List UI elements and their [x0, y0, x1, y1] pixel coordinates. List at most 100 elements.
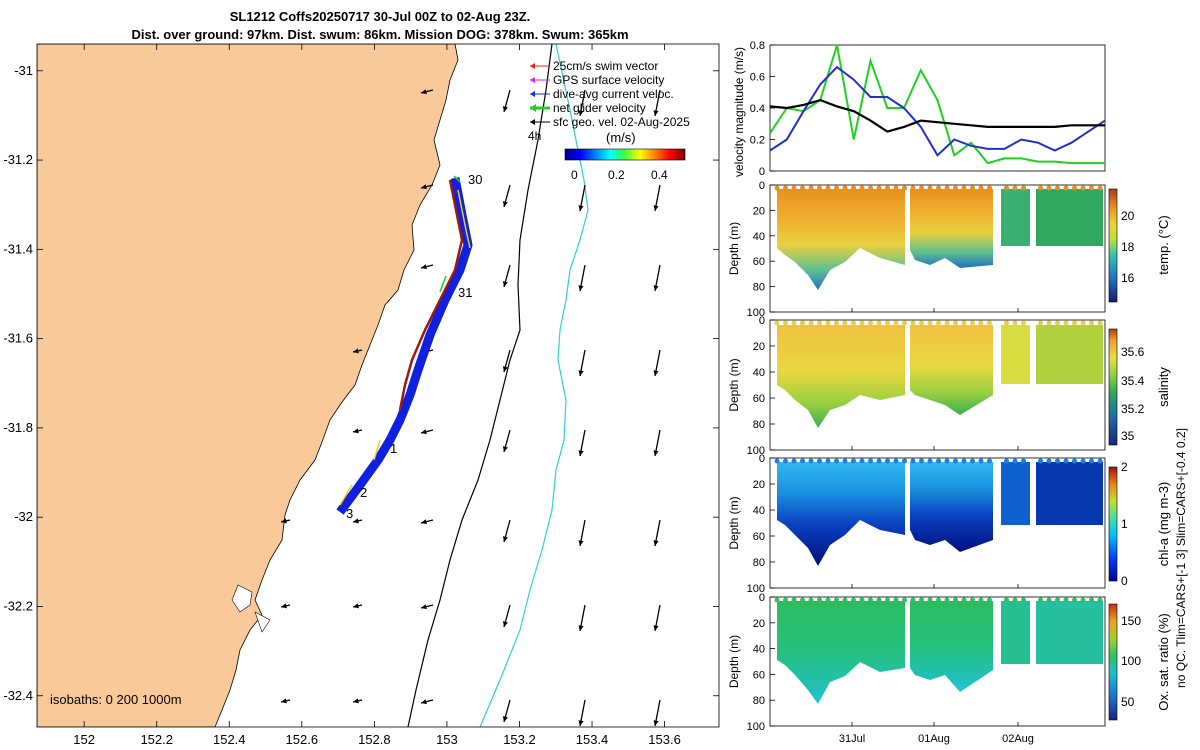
chl-field [910, 462, 993, 552]
section-salinity [769, 319, 1106, 451]
figure-title: SL1212 Coffs20250717 30-Jul 00Z to 02-Au… [0, 8, 760, 44]
depth-tick-label: 20 [753, 205, 765, 217]
legend-item-geo: sfc geo. vel. 02-Aug-2025 [530, 115, 690, 129]
isobath-200m [407, 44, 553, 727]
depth-tick-label: 80 [753, 419, 765, 431]
svg-text:net glider velocity: net glider velocity [553, 101, 646, 115]
surface-dot [1080, 320, 1086, 326]
depth-tick-label: 0 [759, 592, 765, 604]
surface-dot [876, 597, 882, 603]
surface-dot [834, 597, 839, 603]
surface-dot [1089, 185, 1094, 191]
surface-dot [919, 458, 924, 464]
surface-dot [800, 458, 805, 464]
day-label: 3 [346, 506, 353, 521]
map-axes: 152 152.2 152.4 152.6 152.8 153 153.2 153.4 153.… [3, 44, 719, 747]
surface-dot [1021, 185, 1026, 191]
depth-tick-label: 0 [759, 453, 765, 465]
current-arrow-head [578, 720, 584, 726]
surface-dot [944, 458, 950, 464]
surface-dot [774, 185, 780, 191]
current-arrow-head [281, 698, 287, 704]
section-panels: 0 20 40 60 80 100 Depth (m) 0 20 40 60 80 100 Depth (… [727, 180, 1106, 745]
colorbar-tick-label: 150 [1121, 614, 1141, 628]
surface-dot [953, 458, 958, 464]
depth-tick-label: 0 [759, 180, 765, 192]
surface-dot [1038, 185, 1043, 191]
surface-dot [893, 458, 899, 464]
surface-dot [936, 458, 941, 464]
lat-tick-label: -31.8 [3, 420, 33, 435]
depth-tick-label: 40 [753, 644, 765, 656]
svg-text:sfc geo. vel. 02-Aug-2025: sfc geo. vel. 02-Aug-2025 [553, 115, 690, 129]
surface-dot [927, 320, 933, 326]
surface-dot [1089, 458, 1094, 464]
depth-ylabel: Depth (m) [727, 222, 741, 275]
day-label: 31 [458, 285, 472, 300]
lon-tick-label: 153.6 [648, 732, 681, 747]
surface-dot [902, 320, 907, 326]
track-swim [398, 179, 464, 411]
legend-note: 4h [528, 129, 541, 143]
surface-dot [851, 320, 856, 326]
surface-dot [902, 185, 907, 191]
colorbar-label: salinity [1156, 367, 1171, 407]
current-arrow-head [653, 205, 659, 211]
current-arrow-head [578, 110, 584, 116]
time-tick-label: 31Jul [839, 733, 865, 745]
current-arrow-head [578, 205, 584, 211]
surface-dot [902, 458, 907, 464]
svg-text:25cm/s swim vector: 25cm/s swim vector [553, 59, 658, 73]
vel-ytick-label: 0.8 [750, 40, 765, 52]
current-arrow-head [653, 450, 659, 456]
surface-dot [825, 185, 831, 191]
chl-colorbar [1108, 466, 1118, 582]
surface-dot [868, 320, 873, 326]
current-arrow-head [353, 698, 359, 704]
surface-dot [885, 597, 890, 603]
depth-tick-label: 100 [747, 721, 765, 733]
vel-ytick-label: 0.2 [750, 135, 765, 147]
colorbar-tick-label: 50 [1121, 695, 1135, 709]
colorbar-tick-label: 35 [1121, 429, 1135, 443]
surface-dot [817, 185, 822, 191]
surface-dot [1021, 320, 1026, 326]
velocity-lines [769, 44, 1106, 165]
surface-dot [817, 597, 822, 603]
lat-tick-label: -32.4 [3, 688, 33, 703]
vel-ytick-label: 0.6 [750, 72, 765, 84]
oxy-field [1036, 601, 1103, 664]
depth-tick-label: 100 [747, 307, 765, 319]
surface-dot [851, 458, 856, 464]
lat-tick-label: -32 [14, 509, 33, 524]
section-temperature [769, 184, 1106, 313]
vel-ytick-label: 0.4 [750, 103, 765, 115]
surface-dot [1004, 320, 1009, 326]
colorbar-tick: 0.4 [651, 168, 668, 182]
surface-dot [1038, 320, 1043, 326]
current-arrow-head [578, 370, 584, 376]
surface-dot [927, 458, 933, 464]
oxy-colorbar [1108, 603, 1118, 721]
time-tick-label: 01Aug [918, 733, 950, 745]
surface-dot [1080, 185, 1086, 191]
lon-tick-label: 152.2 [140, 732, 173, 747]
track-net [339, 189, 471, 506]
velocity-series-line [769, 65, 1106, 157]
surface-dot [978, 320, 984, 326]
surface-dot [987, 597, 992, 603]
surface-dot [859, 320, 865, 326]
surface-dot [774, 320, 780, 326]
surface-dot [774, 458, 780, 464]
lat-tick-label: -32.2 [3, 598, 33, 613]
day-label: 30 [468, 172, 482, 187]
lon-tick-label: 152.8 [358, 732, 391, 747]
colorbar-tick-label: 0 [1121, 574, 1128, 588]
section-colorbars: 16 18 20 temp. (°C) 35 35.2 35.4 35.6 salinity 0 1… [1108, 188, 1171, 721]
temp-colorbar [1108, 188, 1118, 303]
section-chlorophyll [769, 457, 1106, 589]
lon-tick-label: 153 [436, 732, 458, 747]
colorbar-tick: 0.2 [608, 168, 625, 182]
current-arrow-head [353, 518, 359, 524]
surface-dot [842, 597, 848, 603]
